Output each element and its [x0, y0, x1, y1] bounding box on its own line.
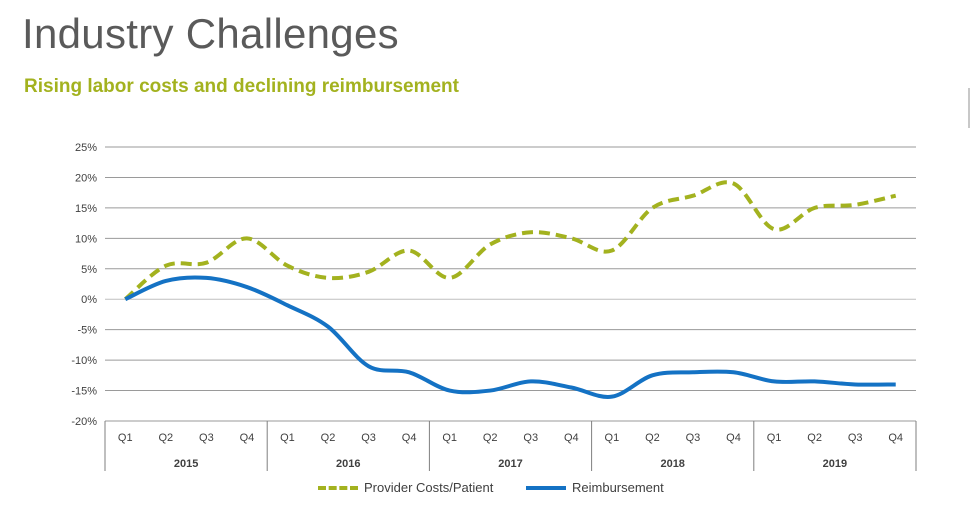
x-axis: Q1 Q2 Q3 Q4 Q1 Q2 Q3 Q4 Q1 Q2 Q3 Q4 Q1 Q2 Q3 Q4 Q1 Q2 Q3 Q4…	[104, 421, 917, 471]
legend-swatch-provider-costs	[318, 485, 358, 490]
x-tick-label: Q2	[321, 432, 336, 444]
y-tick-label: 15%	[75, 203, 97, 215]
data-point-reimbursement	[610, 395, 614, 399]
series-line-provider-costs-patient	[123, 180, 897, 301]
x-year-label: 2018	[660, 458, 684, 470]
legend-label-reimbursement: Reimbursement	[572, 480, 664, 495]
data-point-reimbursement	[448, 389, 452, 393]
data-point-provider-costs-patient	[164, 264, 168, 268]
data-point-provider-costs-patient	[407, 249, 411, 253]
data-point-provider-costs-patient	[285, 264, 289, 268]
x-tick-label: Q2	[483, 432, 498, 444]
data-point-provider-costs-patient	[610, 249, 614, 253]
x-tick-label: Q4	[726, 432, 741, 444]
y-tick-label: 5%	[81, 264, 97, 276]
line-chart: -20% -15% -10% -5% 0% 5% 10% 15% 20% 25% Q1 Q2 Q3 Q4…	[71, 142, 917, 471]
x-tick-label: Q2	[807, 432, 822, 444]
legend-item-reimbursement: Reimbursement	[526, 480, 664, 495]
legend-label-provider-costs: Provider Costs/Patient	[364, 480, 494, 495]
legend-swatch-reimbursement	[526, 485, 566, 490]
data-point-provider-costs-patient	[326, 276, 330, 280]
x-tick-label: Q3	[848, 432, 863, 444]
x-tick-label: Q3	[199, 432, 214, 444]
x-tick-label: Q3	[361, 432, 376, 444]
series-line-reimbursement	[124, 275, 896, 399]
x-tick-label: Q3	[686, 432, 701, 444]
data-point-reimbursement	[691, 370, 695, 374]
data-point-reimbursement	[650, 373, 654, 377]
data-point-reimbursement	[285, 303, 289, 307]
x-year-label: 2017	[498, 458, 522, 470]
data-point-provider-costs-patient	[772, 227, 776, 231]
page-subtitle: Rising labor costs and declining reimbur…	[24, 76, 459, 97]
x-tick-label: Q4	[564, 432, 579, 444]
x-tick-label: Q4	[240, 432, 255, 444]
data-point-provider-costs-patient	[488, 242, 492, 246]
data-point-reimbursement	[529, 379, 533, 383]
y-tick-label: 0%	[81, 294, 97, 306]
y-tick-label: -15%	[71, 386, 97, 398]
data-point-reimbursement	[326, 325, 330, 329]
x-tick-label: Q2	[158, 432, 173, 444]
chart-legend: Provider Costs/Patient Reimbursement	[0, 480, 979, 500]
data-point-reimbursement	[123, 297, 127, 301]
data-point-reimbursement	[164, 279, 168, 283]
data-point-reimbursement	[569, 386, 573, 390]
data-point-provider-costs-patient	[732, 182, 736, 186]
data-point-reimbursement	[407, 370, 411, 374]
data-point-reimbursement	[245, 285, 249, 289]
data-point-reimbursement	[813, 379, 817, 383]
x-year-label: 2016	[336, 458, 360, 470]
data-point-provider-costs-patient	[569, 236, 573, 240]
data-point-reimbursement	[732, 370, 736, 374]
series-lines	[123, 180, 898, 399]
y-tick-label: 25%	[75, 142, 97, 154]
y-tick-label: 20%	[75, 172, 97, 184]
x-tick-label: Q4	[402, 432, 417, 444]
data-point-reimbursement	[204, 276, 208, 280]
data-point-provider-costs-patient	[691, 194, 695, 198]
y-tick-label: -5%	[77, 325, 97, 337]
x-tick-label: Q1	[767, 432, 782, 444]
data-point-reimbursement	[488, 389, 492, 393]
y-tick-label: -10%	[71, 355, 97, 367]
x-tick-label: Q3	[523, 432, 538, 444]
x-tick-label: Q1	[118, 432, 133, 444]
data-point-reimbursement	[772, 379, 776, 383]
data-point-provider-costs-patient	[245, 236, 249, 240]
legend-item-provider-costs: Provider Costs/Patient	[318, 480, 493, 495]
x-year-label: 2019	[823, 458, 847, 470]
y-axis-ticks: -20% -15% -10% -5% 0% 5% 10% 15% 20% 25%	[71, 142, 97, 428]
x-tick-label: Q1	[280, 432, 295, 444]
data-point-provider-costs-patient	[529, 230, 533, 234]
data-point-reimbursement	[894, 382, 898, 386]
edge-divider	[968, 88, 970, 128]
data-point-provider-costs-patient	[813, 206, 817, 210]
data-point-provider-costs-patient	[894, 194, 898, 198]
x-year-label: 2015	[174, 458, 198, 470]
data-point-reimbursement	[853, 382, 857, 386]
x-tick-label: Q4	[888, 432, 903, 444]
data-point-reimbursement	[367, 364, 371, 368]
data-point-provider-costs-patient	[853, 203, 857, 207]
data-point-provider-costs-patient	[650, 206, 654, 210]
x-tick-label: Q1	[442, 432, 457, 444]
y-tick-label: 10%	[75, 233, 97, 245]
y-tick-label: -20%	[71, 416, 97, 428]
grid-lines	[105, 146, 916, 422]
data-point-provider-costs-patient	[204, 261, 208, 265]
data-point-provider-costs-patient	[448, 276, 452, 280]
page-title: Industry Challenges	[22, 10, 399, 57]
x-tick-label: Q1	[605, 432, 620, 444]
x-tick-label: Q2	[645, 432, 660, 444]
data-point-provider-costs-patient	[367, 270, 371, 274]
